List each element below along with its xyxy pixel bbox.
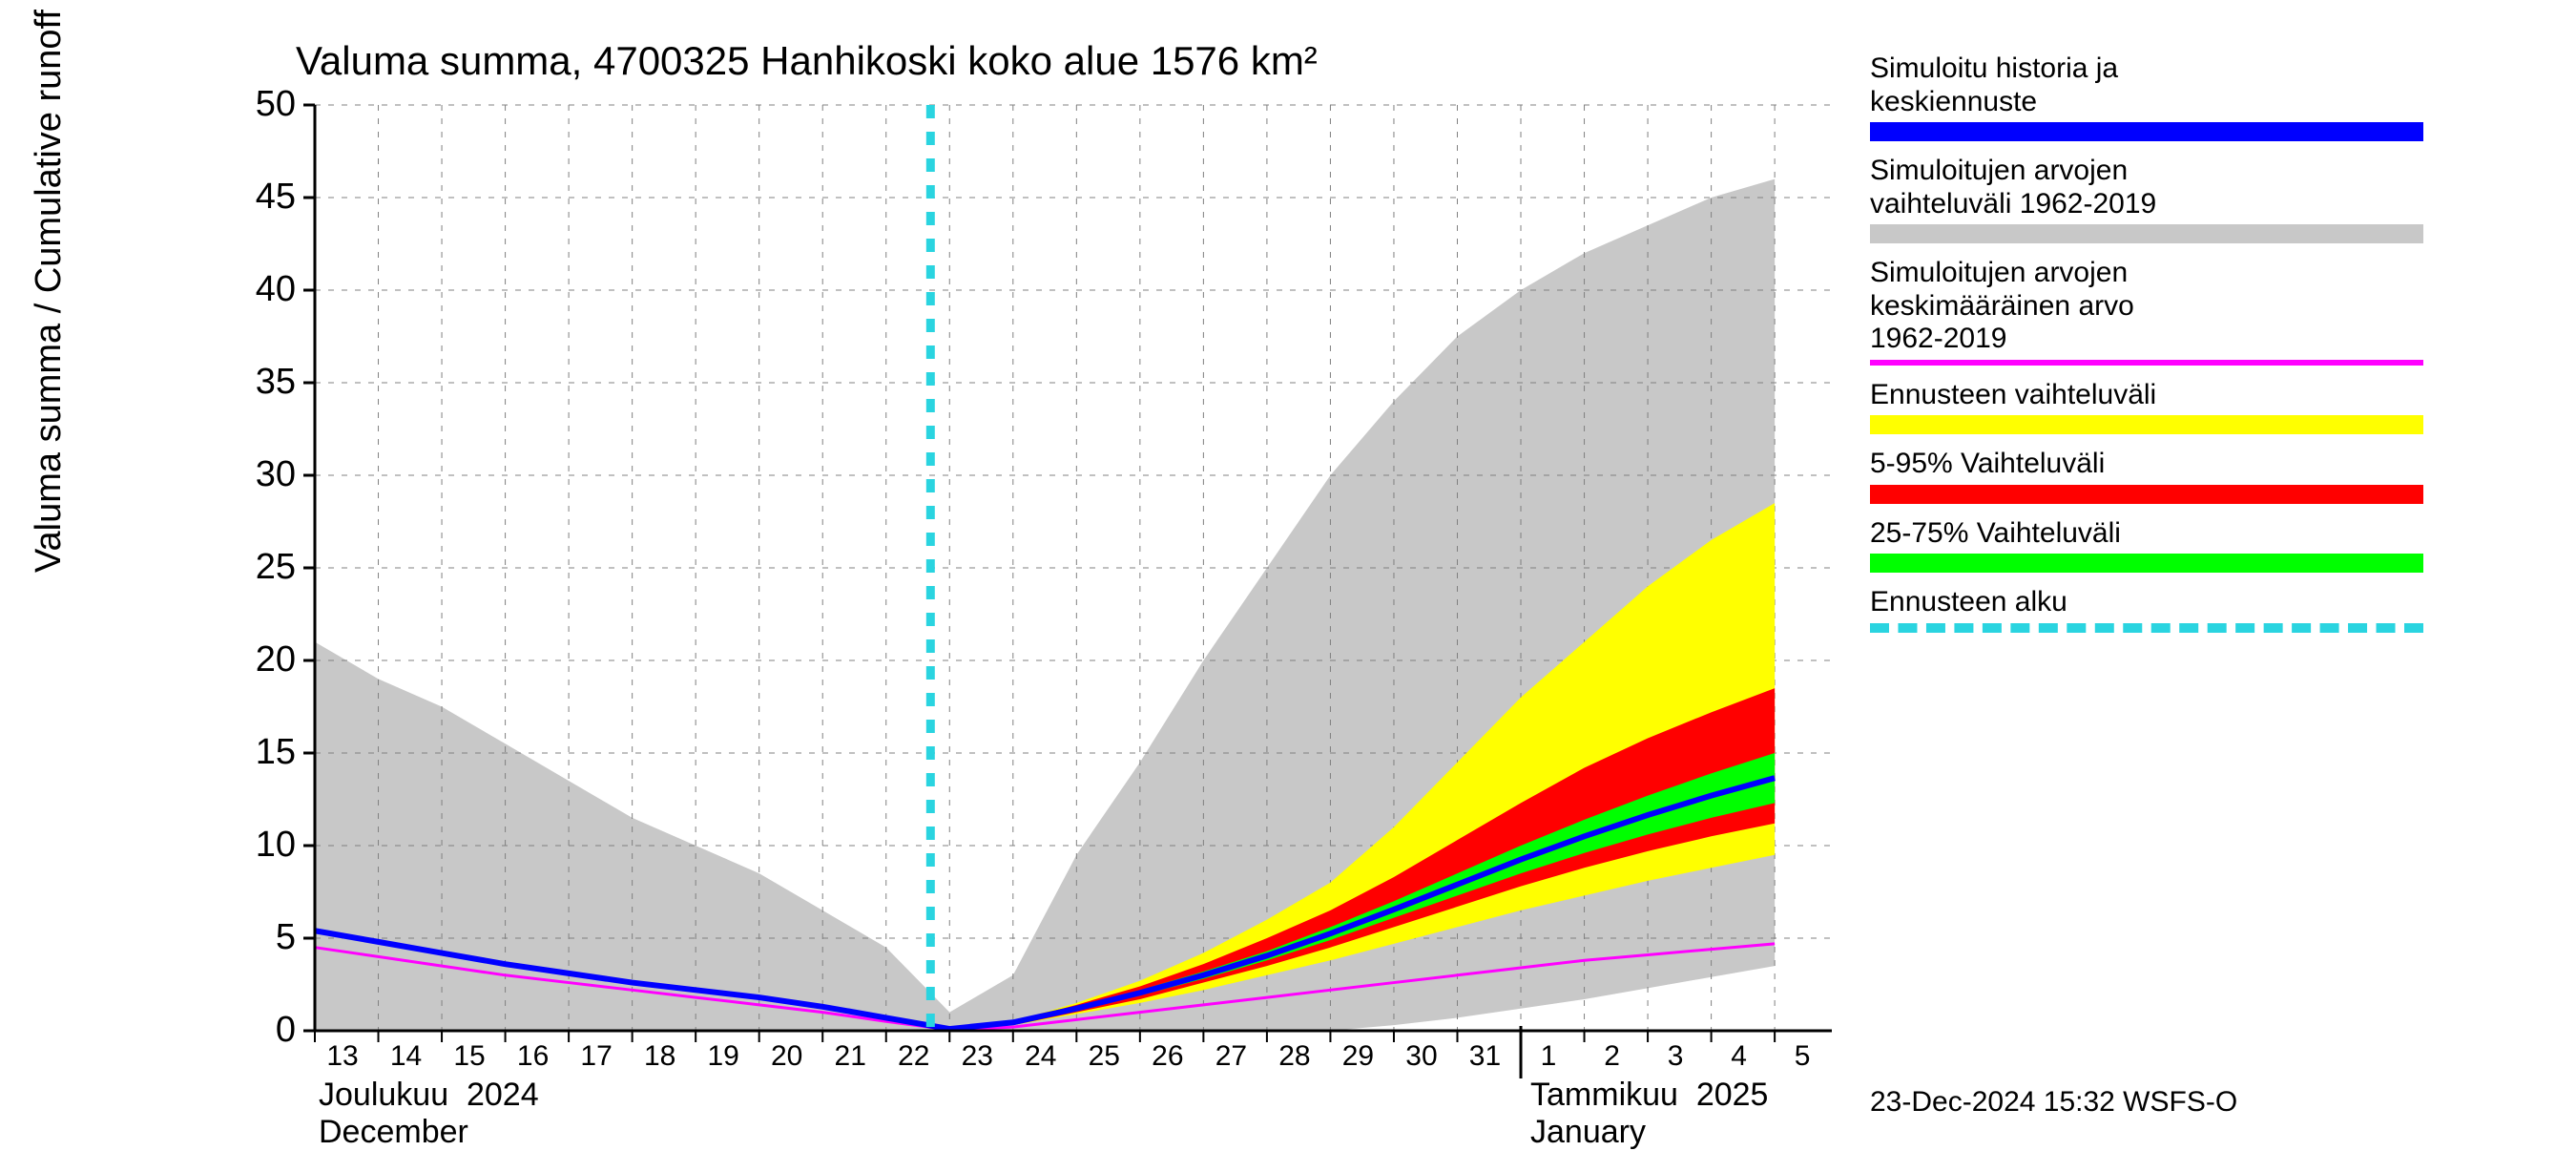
plot-area [315, 105, 1832, 1031]
x-tick-label: 13 [319, 1040, 366, 1073]
y-tick-label: 10 [210, 825, 296, 866]
x-tick-label: 1 [1525, 1040, 1572, 1073]
legend-item: 25-75% Vaihteluväli [1870, 517, 2481, 574]
y-tick-label: 5 [210, 917, 296, 958]
x-tick-label: 18 [636, 1040, 684, 1073]
legend-label: Simuloitujen arvojen vaihteluväli 1962-2… [1870, 155, 2481, 220]
x-tick-label: 2 [1589, 1040, 1636, 1073]
legend-item: Ennusteen alku [1870, 586, 2481, 633]
legend-item: Simuloitu historia ja keskiennuste [1870, 52, 2481, 141]
x-tick-label: 28 [1271, 1040, 1319, 1073]
legend-swatch [1870, 224, 2423, 243]
x-month-label-left: Joulukuu 2024 December [319, 1077, 539, 1151]
page-root: Valuma summa, 4700325 Hanhikoski koko al… [0, 0, 2576, 1145]
x-tick-label: 22 [890, 1040, 938, 1073]
x-tick-label: 14 [383, 1040, 430, 1073]
x-tick-label: 27 [1207, 1040, 1255, 1073]
legend-label: 5-95% Vaihteluväli [1870, 448, 2481, 481]
legend: Simuloitu historia ja keskiennuste Simulo… [1870, 52, 2481, 646]
y-tick-label: 20 [210, 639, 296, 680]
y-tick-label: 30 [210, 454, 296, 495]
x-tick-label: 20 [763, 1040, 811, 1073]
x-tick-label: 25 [1080, 1040, 1128, 1073]
x-tick-label: 26 [1144, 1040, 1192, 1073]
legend-label: 25-75% Vaihteluväli [1870, 517, 2481, 551]
x-tick-label: 30 [1398, 1040, 1445, 1073]
y-tick-label: 50 [210, 84, 296, 125]
chart-title: Valuma summa, 4700325 Hanhikoski koko al… [296, 38, 1318, 84]
y-axis-label: Valuma summa / Cumulative runoff mm [29, 0, 70, 573]
y-tick-label: 15 [210, 732, 296, 773]
legend-item: Ennusteen vaihteluväli [1870, 379, 2481, 435]
x-tick-label: 23 [953, 1040, 1001, 1073]
x-tick-label: 17 [572, 1040, 620, 1073]
x-tick-label: 24 [1017, 1040, 1065, 1073]
legend-swatch [1870, 554, 2423, 573]
x-tick-label: 4 [1715, 1040, 1763, 1073]
legend-label: Simuloitujen arvojen keskimääräinen arvo… [1870, 257, 2481, 356]
y-tick-label: 45 [210, 177, 296, 218]
x-month-label-right: Tammikuu 2025 January [1530, 1077, 1768, 1151]
legend-swatch [1870, 623, 2423, 633]
legend-swatch [1870, 415, 2423, 434]
y-tick-label: 25 [210, 547, 296, 588]
x-tick-label: 16 [509, 1040, 557, 1073]
x-tick-label: 3 [1652, 1040, 1699, 1073]
x-tick-label: 21 [826, 1040, 874, 1073]
y-tick-label: 35 [210, 362, 296, 403]
legend-swatch [1870, 485, 2423, 504]
legend-swatch [1870, 122, 2423, 141]
y-tick-label: 0 [210, 1010, 296, 1051]
x-tick-label: 5 [1778, 1040, 1826, 1073]
x-tick-label: 29 [1334, 1040, 1381, 1073]
x-tick-label: 31 [1461, 1040, 1508, 1073]
x-tick-label: 19 [699, 1040, 747, 1073]
legend-item: Simuloitujen arvojen vaihteluväli 1962-2… [1870, 155, 2481, 243]
x-tick-label: 15 [446, 1040, 493, 1073]
legend-swatch [1870, 360, 2423, 366]
footer-timestamp: 23-Dec-2024 15:32 WSFS-O [1870, 1086, 2237, 1119]
legend-label: Ennusteen alku [1870, 586, 2481, 619]
y-tick-label: 40 [210, 269, 296, 310]
legend-item: 5-95% Vaihteluväli [1870, 448, 2481, 504]
legend-label: Simuloitu historia ja keskiennuste [1870, 52, 2481, 118]
legend-item: Simuloitujen arvojen keskimääräinen arvo… [1870, 257, 2481, 366]
legend-label: Ennusteen vaihteluväli [1870, 379, 2481, 412]
